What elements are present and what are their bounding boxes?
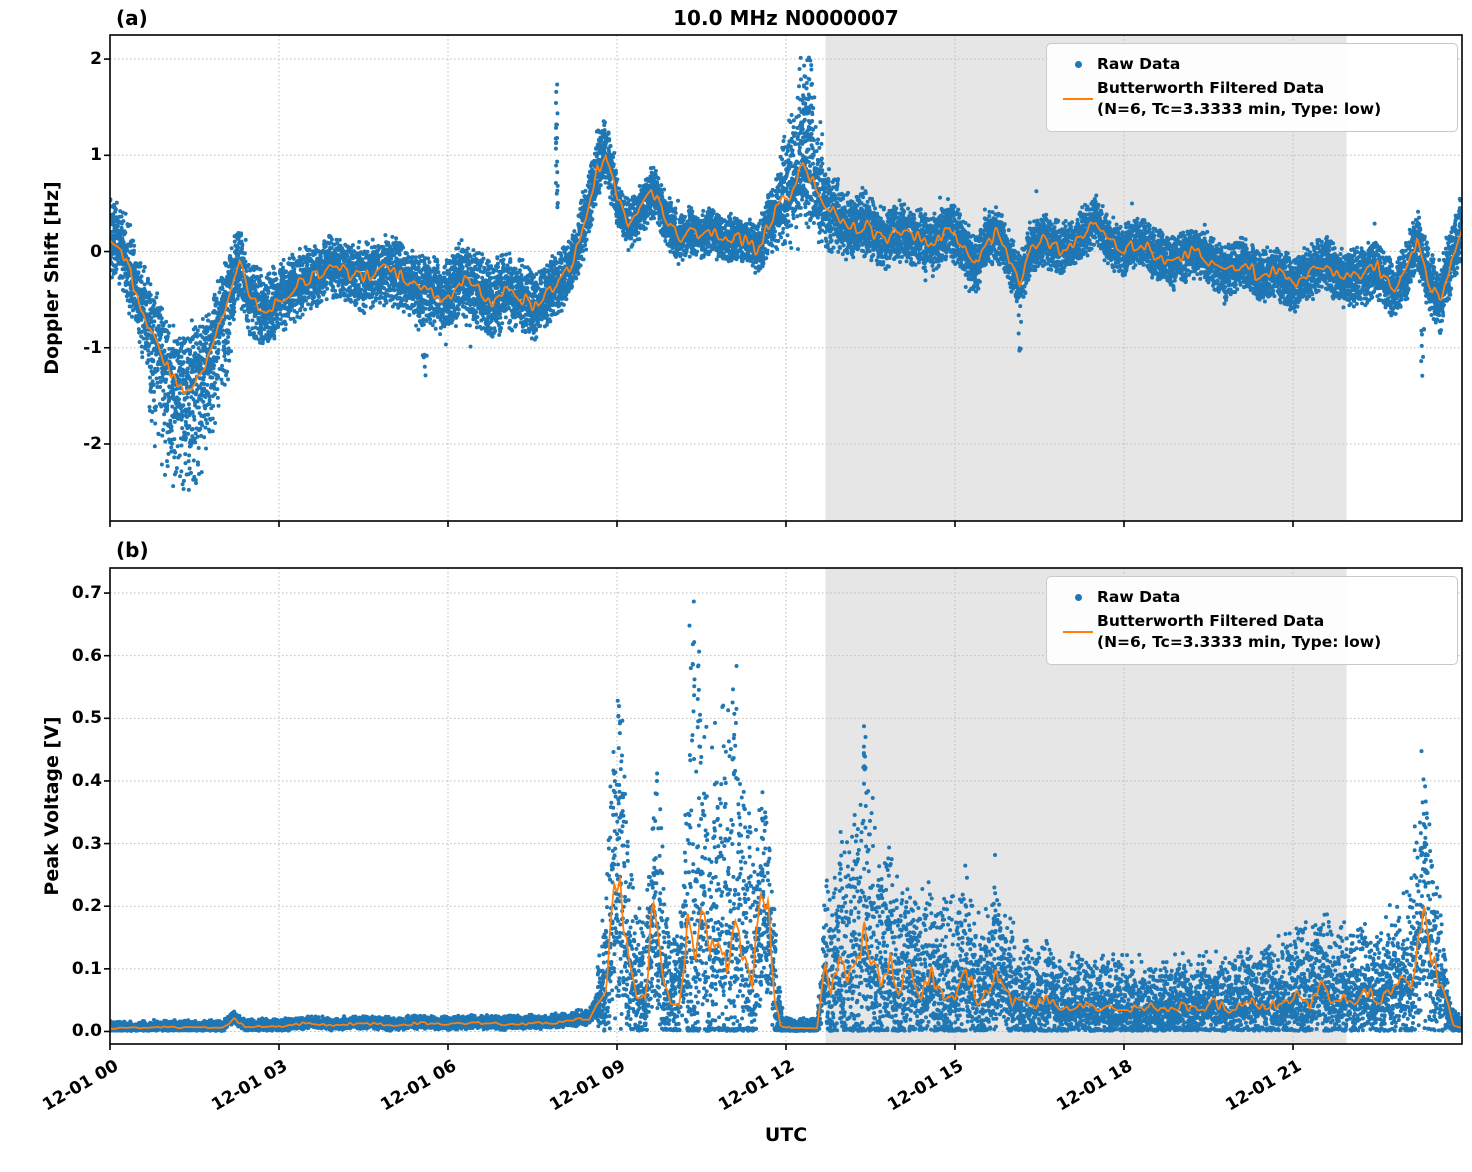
legend-filtered-line2: (N=6, Tc=3.3333 min, Type: low) xyxy=(1097,100,1382,119)
filtered-data-marker-icon xyxy=(1059,98,1097,101)
legend-panel-a: Raw Data Butterworth Filtered Data (N=6,… xyxy=(1046,43,1458,133)
y-tick-label: -1 xyxy=(83,337,102,358)
y-tick-label: 0.7 xyxy=(71,583,102,604)
x-axis-label: UTC xyxy=(764,1124,808,1146)
legend-panel-b: Raw Data Butterworth Filtered Data (N=6,… xyxy=(1046,576,1458,666)
panel-b-label: (b) xyxy=(116,538,149,562)
y-tick-label: 0 xyxy=(90,241,102,262)
y-tick-label: 0.2 xyxy=(71,896,102,917)
legend-filtered-label: Butterworth Filtered Data (N=6, Tc=3.333… xyxy=(1097,611,1381,654)
y-axis-label-voltage: Peak Voltage [V] xyxy=(41,716,63,896)
panel-a-label: (a) xyxy=(116,6,148,30)
y-tick-label: 0.6 xyxy=(71,645,102,666)
legend-entry-raw: Raw Data xyxy=(1059,587,1445,609)
y-tick-label: 0.5 xyxy=(71,708,102,729)
y-tick-label: 0.0 xyxy=(71,1021,102,1042)
filtered-data-marker-icon xyxy=(1059,631,1097,634)
raw-data-marker-icon xyxy=(1059,61,1097,69)
y-tick-label: 1 xyxy=(90,145,102,166)
y-tick-label: 2 xyxy=(90,49,102,70)
legend-filtered-label: Butterworth Filtered Data (N=6, Tc=3.333… xyxy=(1097,78,1381,121)
chart-title: 10.0 MHz N0000007 xyxy=(673,6,899,30)
y-tick-label: -2 xyxy=(83,434,102,454)
legend-entry-filtered: Butterworth Filtered Data (N=6, Tc=3.333… xyxy=(1059,611,1445,654)
raw-data-marker-icon xyxy=(1059,594,1097,602)
legend-filtered-line2: (N=6, Tc=3.3333 min, Type: low) xyxy=(1097,633,1382,652)
y-tick-label: 0.4 xyxy=(71,770,102,791)
legend-entry-raw: Raw Data xyxy=(1059,54,1445,76)
y-tick-label: 0.3 xyxy=(71,833,102,854)
legend-raw-label: Raw Data xyxy=(1097,55,1181,73)
legend-raw-label: Raw Data xyxy=(1097,588,1181,606)
legend-entry-filtered: Butterworth Filtered Data (N=6, Tc=3.333… xyxy=(1059,78,1445,121)
legend-filtered-line1: Butterworth Filtered Data xyxy=(1097,611,1325,630)
legend-filtered-line1: Butterworth Filtered Data xyxy=(1097,78,1325,97)
y-tick-label: 0.1 xyxy=(71,958,102,979)
